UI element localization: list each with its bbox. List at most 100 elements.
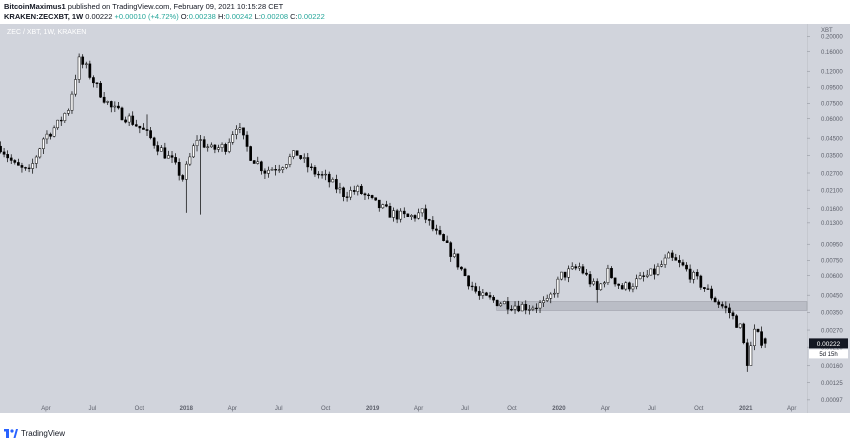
candle-body xyxy=(410,215,413,217)
candle-body xyxy=(174,157,177,163)
candle-body xyxy=(149,130,152,139)
candle-body xyxy=(352,190,356,192)
x-tick-label: Jul xyxy=(461,406,469,412)
x-tick-label: Jul xyxy=(89,406,97,412)
candle-body xyxy=(678,260,681,263)
candle-body xyxy=(159,147,163,152)
candle-body xyxy=(377,199,381,209)
candle-body xyxy=(635,278,638,287)
candle-body xyxy=(209,144,213,148)
candle-body xyxy=(327,173,331,183)
candle-body xyxy=(574,266,578,269)
candle-body xyxy=(374,197,378,201)
candle-body xyxy=(445,240,449,243)
candle-body xyxy=(31,163,35,169)
candle-body xyxy=(238,127,242,130)
candle-body xyxy=(424,208,428,220)
candle-body xyxy=(124,119,127,123)
y-tick-label: 0.00160 xyxy=(821,364,843,370)
y-tick-label: 0.01300 xyxy=(821,221,843,227)
candle-body xyxy=(320,174,324,176)
candle-body xyxy=(77,56,81,80)
candle-body xyxy=(256,161,260,164)
candle-body xyxy=(338,187,342,190)
candle-body xyxy=(331,179,335,183)
candle-body xyxy=(603,282,606,285)
y-tick-label: 0.00097 xyxy=(821,398,843,404)
x-tick-label: Oct xyxy=(507,406,517,412)
candle-body xyxy=(270,169,274,171)
current-price-label: 0.00222 xyxy=(817,341,841,348)
candle-body xyxy=(745,342,749,366)
y-tick-label: 0.07500 xyxy=(821,102,843,108)
candle-body xyxy=(381,204,385,209)
tradingview-brand[interactable]: TradingView xyxy=(4,429,65,438)
candle-body xyxy=(567,268,570,278)
candle-body xyxy=(234,129,238,135)
candle-body xyxy=(649,268,653,276)
candle-body xyxy=(274,169,277,171)
candle-body xyxy=(70,93,74,111)
low-value: 0.00208 xyxy=(260,12,289,21)
candle-body xyxy=(63,113,67,121)
candle-body xyxy=(624,282,628,290)
candle-body xyxy=(760,331,763,346)
candle-body xyxy=(695,271,699,277)
low-label: L: xyxy=(254,12,261,21)
candle-body xyxy=(538,302,542,309)
candle-body xyxy=(202,139,206,148)
y-tick-label: 0.20000 xyxy=(821,35,843,41)
candle-body xyxy=(710,288,713,299)
chart-plot-area[interactable] xyxy=(0,24,807,413)
candle-body xyxy=(163,147,167,159)
candle-body xyxy=(628,282,631,290)
candle-body xyxy=(520,304,524,312)
current-price-badge xyxy=(809,338,848,349)
candle-body xyxy=(399,210,403,220)
candle-body xyxy=(170,155,174,158)
candle-body xyxy=(420,208,424,214)
candle-body xyxy=(720,304,724,307)
y-tick-label: 0.00750 xyxy=(821,259,843,265)
y-tick-label: 0.00950 xyxy=(821,243,843,249)
candle-body xyxy=(474,286,478,292)
close-value: 0.00222 xyxy=(297,12,325,21)
publish-info: published on TradingView.com, February 0… xyxy=(67,2,284,11)
candle-body xyxy=(56,119,60,129)
candle-body xyxy=(13,160,17,163)
x-tick-label: Oct xyxy=(694,406,704,412)
candle-body xyxy=(517,305,520,312)
candle-body xyxy=(285,164,288,168)
candle-body xyxy=(524,304,528,311)
candle-body xyxy=(685,264,688,270)
candle-body xyxy=(184,163,188,180)
candle-body xyxy=(81,56,85,65)
candle-body xyxy=(120,107,124,121)
candle-body xyxy=(670,252,674,258)
y-tick-label: 0.03500 xyxy=(821,154,843,160)
candle-body xyxy=(117,105,120,109)
candle-body xyxy=(488,295,492,298)
candle-body xyxy=(6,154,10,159)
quote-line: KRAKEN:ZECXBT, 1W 0.00222 +0.00010 (+4.7… xyxy=(4,12,325,21)
candle-body xyxy=(513,305,517,310)
candle-body xyxy=(460,266,463,270)
candle-body xyxy=(45,133,49,140)
candle-body xyxy=(67,110,70,114)
candle-body xyxy=(731,312,735,317)
candle-body xyxy=(385,204,388,207)
candle-body xyxy=(367,194,370,196)
open-label: O: xyxy=(180,12,189,21)
candle-body xyxy=(753,328,756,347)
y-tick-label: 0.00125 xyxy=(821,381,843,387)
candle-body xyxy=(735,315,738,328)
chart-legend: ZEC / XBT, 1W, KRAKEN xyxy=(7,29,87,36)
y-tick-label: 0.00270 xyxy=(821,328,843,334)
close-label: C: xyxy=(290,12,298,21)
candle-body xyxy=(349,190,353,198)
candle-body xyxy=(313,167,317,175)
candle-body xyxy=(245,134,249,147)
candle-body xyxy=(470,285,474,288)
candle-body xyxy=(24,167,27,169)
author-name[interactable]: BitcoinMaximus1 xyxy=(4,2,66,11)
